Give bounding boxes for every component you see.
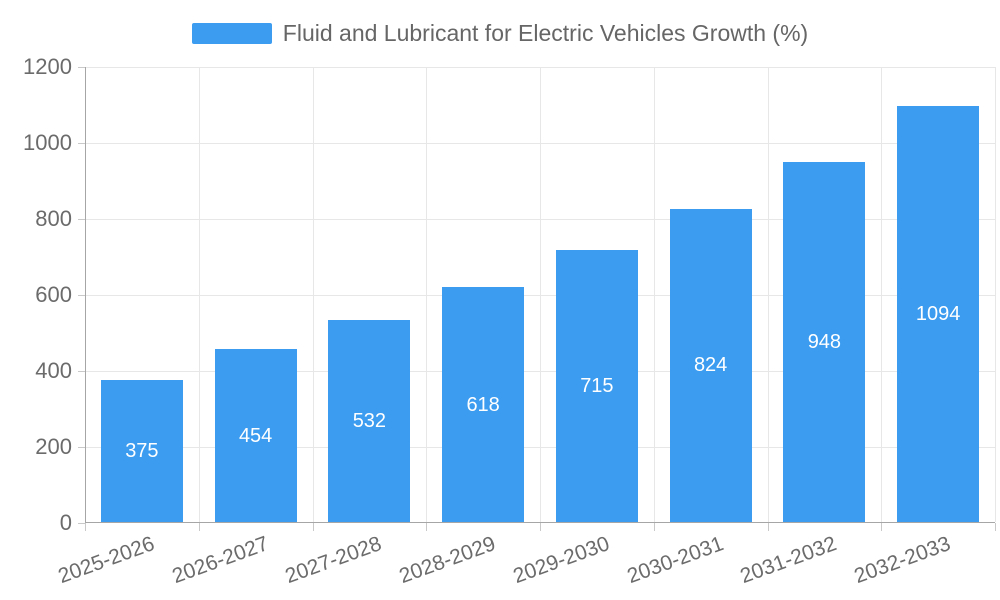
- x-axis-tick: [426, 523, 428, 531]
- y-tick-label: 600: [35, 282, 72, 307]
- bar[interactable]: 715: [555, 250, 638, 522]
- bar-value-label: 375: [125, 439, 159, 462]
- bar[interactable]: 948: [783, 161, 866, 522]
- x-axis-tick: [85, 523, 86, 531]
- vertical-gridline: [540, 67, 541, 522]
- y-tick-label: 0: [59, 510, 72, 535]
- bar-value-label: 824: [693, 354, 728, 377]
- y-axis-tick: [78, 219, 85, 220]
- x-axis-tick: [312, 523, 314, 531]
- plot-area: 0 200 400 600 800 1000 1200 375 2025-2026 454 2026…: [23, 56, 996, 588]
- bar-value-label: 1094: [915, 303, 961, 326]
- vertical-gridline: [881, 67, 883, 522]
- x-axis-tick: [881, 523, 883, 531]
- y-axis-tick: [78, 295, 85, 296]
- y-tick-label: 800: [35, 206, 72, 231]
- y-tick-label: 1200: [23, 54, 72, 79]
- y-axis-tick: [78, 143, 85, 144]
- x-axis-tick: [540, 523, 541, 531]
- bar-value-label: 618: [466, 393, 500, 416]
- y-axis-tick: [78, 67, 85, 68]
- vertical-gridline: [767, 67, 769, 522]
- x-axis-tick: [653, 523, 655, 531]
- bar-value-label: 532: [352, 409, 387, 432]
- x-axis-tick: [767, 523, 769, 531]
- y-axis-tick: [78, 447, 85, 448]
- bar[interactable]: 375: [100, 379, 183, 522]
- legend-swatch-icon: [191, 22, 272, 44]
- vertical-gridline: [653, 67, 655, 522]
- y-tick-label: 400: [35, 358, 72, 383]
- bar[interactable]: 824: [669, 208, 752, 522]
- legend[interactable]: Fluid and Lubricant for Electric Vehicle…: [0, 18, 1000, 48]
- bar-value-label: 454: [238, 424, 273, 447]
- x-axis-line: [85, 522, 995, 523]
- legend-label: Fluid and Lubricant for Electric Vehicle…: [282, 20, 809, 46]
- x-axis-tick: [995, 523, 996, 531]
- y-axis-line: [85, 67, 86, 523]
- vertical-gridline: [198, 67, 200, 522]
- bar-value-label: 948: [807, 330, 842, 353]
- bar[interactable]: 1094: [897, 106, 980, 522]
- bar[interactable]: 454: [214, 349, 297, 522]
- y-tick-label: 200: [35, 434, 72, 459]
- y-axis-tick: [78, 523, 85, 524]
- x-axis-tick: [198, 523, 200, 531]
- y-tick-label: 1000: [23, 130, 72, 155]
- vertical-gridline: [426, 67, 428, 522]
- vertical-gridline: [995, 67, 996, 522]
- y-axis-tick: [78, 371, 85, 372]
- bar[interactable]: 532: [328, 319, 411, 522]
- bar[interactable]: 618: [442, 287, 525, 522]
- vertical-gridline: [312, 67, 314, 522]
- bar-value-label: 715: [580, 375, 614, 398]
